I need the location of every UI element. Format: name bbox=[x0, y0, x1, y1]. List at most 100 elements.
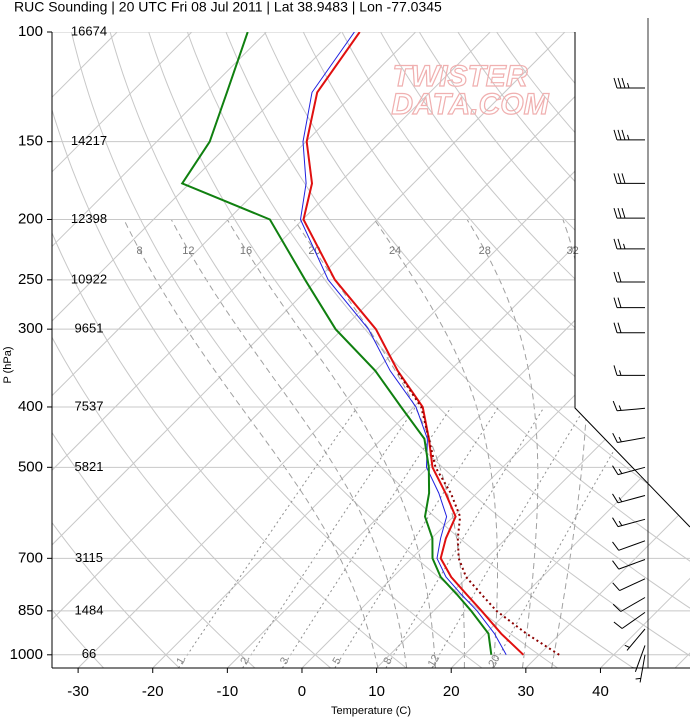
dry-adiabat bbox=[52, 32, 256, 668]
mixing-ratio-line bbox=[334, 406, 499, 668]
x-axis-label: Temperature (C) bbox=[331, 705, 411, 717]
wind-barb bbox=[612, 493, 646, 504]
isotherm bbox=[450, 32, 690, 668]
dry-adiabat bbox=[186, 32, 690, 668]
y-tick-label: 500 bbox=[18, 458, 43, 475]
isotherm bbox=[52, 32, 267, 668]
moist-adiabat-label: 28 bbox=[479, 245, 491, 257]
moist-adiabat bbox=[170, 219, 408, 668]
y-axis-label: P (hPa) bbox=[2, 346, 14, 383]
moist-adiabat bbox=[373, 219, 498, 668]
dry-adiabat bbox=[264, 32, 690, 668]
mixing-ratio-line bbox=[281, 406, 452, 668]
wind-barb bbox=[612, 578, 646, 592]
isotherm bbox=[52, 32, 342, 668]
height-label: 12398 bbox=[71, 211, 107, 226]
dry-adiabat bbox=[418, 32, 690, 668]
x-tick-label: 0 bbox=[298, 683, 306, 700]
y-tick-label: 200 bbox=[18, 210, 43, 227]
wind-barb bbox=[613, 129, 645, 141]
height-label: 10922 bbox=[71, 271, 107, 286]
mixing-ratio-label: 2 bbox=[238, 655, 251, 666]
mixing-ratio-label: 5 bbox=[330, 655, 343, 666]
mixing-ratio-line bbox=[385, 406, 545, 668]
y-tick-label: 850 bbox=[18, 602, 43, 619]
x-tick-label: 20 bbox=[443, 683, 460, 700]
isotherm bbox=[52, 32, 193, 668]
dry-adiabat bbox=[52, 32, 180, 668]
isotherm bbox=[52, 32, 416, 668]
plot: 8 12 16 20 24 28 321 2 3 5 8 12 20100150200250300400… bbox=[10, 23, 646, 700]
wind-barb bbox=[612, 465, 646, 476]
height-label: 66 bbox=[82, 646, 96, 661]
moist-adiabat bbox=[123, 219, 379, 668]
mixing-ratio-line bbox=[431, 406, 586, 668]
height-label: 14217 bbox=[71, 133, 107, 148]
wind-barb bbox=[624, 628, 646, 651]
wind-panel-border bbox=[574, 32, 690, 528]
moist-adiabat-label: 12 bbox=[182, 245, 194, 257]
dry-adiabat bbox=[52, 32, 331, 668]
height-label: 5821 bbox=[75, 459, 104, 474]
moist-adiabat-label: 8 bbox=[136, 245, 142, 257]
wind-barb bbox=[612, 559, 646, 570]
x-tick-label: 30 bbox=[517, 683, 534, 700]
isotherm bbox=[52, 32, 491, 668]
profile-line bbox=[396, 370, 560, 656]
watermark: TWISTER DATA.COM bbox=[391, 59, 550, 121]
wind-barb bbox=[613, 297, 645, 309]
wind-barb bbox=[613, 322, 645, 334]
moist-adiabat-label: 32 bbox=[567, 245, 579, 257]
x-tick-label: -20 bbox=[142, 683, 164, 700]
x-tick-label: 10 bbox=[368, 683, 385, 700]
watermark-line: TWISTER bbox=[393, 60, 528, 93]
y-tick-label: 250 bbox=[18, 271, 43, 288]
mixing-ratio-label: 20 bbox=[486, 653, 503, 670]
height-label: 16674 bbox=[71, 23, 107, 38]
dry-adiabat bbox=[70, 32, 558, 668]
y-tick-label: 100 bbox=[18, 23, 43, 40]
moist-adiabat-label: 16 bbox=[240, 245, 252, 257]
wind-barb bbox=[635, 654, 646, 683]
x-tick-label: -30 bbox=[67, 683, 89, 700]
profile-line bbox=[180, 32, 493, 655]
isotherm bbox=[525, 32, 690, 668]
chart-title: RUC Sounding | 20 UTC Fri 08 Jul 2011 | … bbox=[14, 0, 442, 15]
moist-adiabat-label: 24 bbox=[389, 245, 401, 257]
dry-adiabat bbox=[109, 32, 634, 668]
x-tick-label: 40 bbox=[592, 683, 609, 700]
wind-barb bbox=[612, 597, 646, 612]
y-tick-label: 400 bbox=[18, 398, 43, 415]
y-tick-label: 150 bbox=[18, 133, 43, 150]
wind-barb bbox=[612, 540, 646, 551]
wind-barb bbox=[613, 77, 645, 89]
dry-adiabat bbox=[225, 32, 690, 668]
y-tick-label: 1000 bbox=[10, 646, 43, 663]
y-tick-label: 300 bbox=[18, 320, 43, 337]
profile-line bbox=[302, 32, 525, 656]
y-tick-label: 700 bbox=[18, 549, 43, 566]
height-label: 7537 bbox=[75, 398, 104, 413]
wind-barb bbox=[613, 365, 645, 376]
wind-barb bbox=[612, 517, 646, 528]
dry-adiabat bbox=[148, 32, 690, 668]
dry-adiabat bbox=[52, 32, 407, 668]
wind-barb bbox=[613, 173, 645, 184]
watermark-line: DATA.COM bbox=[391, 88, 549, 121]
height-label: 1484 bbox=[75, 602, 104, 617]
moist-adiabat bbox=[293, 219, 465, 668]
moist-adiabat bbox=[551, 219, 588, 668]
height-label: 9651 bbox=[75, 321, 104, 336]
height-label: 3115 bbox=[75, 550, 103, 565]
x-tick-label: -10 bbox=[217, 683, 239, 700]
dry-adiabat bbox=[302, 32, 690, 668]
mixing-ratio-line bbox=[242, 406, 416, 668]
mixing-ratio-label: 8 bbox=[381, 655, 394, 666]
isotherm bbox=[52, 32, 640, 668]
mixing-ratio-label: 3 bbox=[278, 655, 291, 666]
mixing-ratio-label: 12 bbox=[426, 653, 443, 670]
dry-adiabat bbox=[457, 32, 690, 668]
moist-adiabat bbox=[226, 219, 436, 668]
wind-barb bbox=[613, 238, 645, 250]
wind-barb bbox=[613, 207, 645, 219]
